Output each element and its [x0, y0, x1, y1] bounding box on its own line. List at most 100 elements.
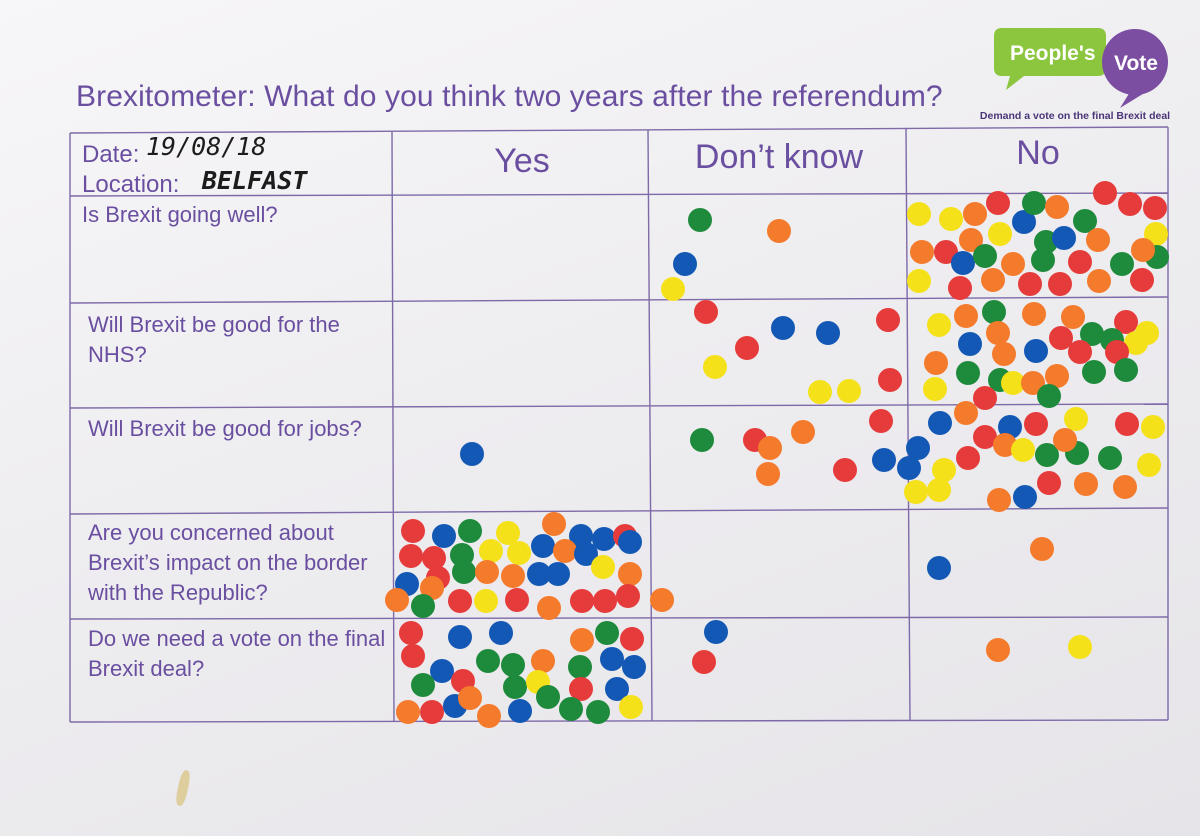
sticker-dot: [1074, 472, 1098, 496]
sticker-dot: [600, 647, 624, 671]
sticker-dot: [399, 544, 423, 568]
sticker-dot: [1011, 438, 1035, 462]
sticker-dot: [973, 386, 997, 410]
sticker-dot: [1098, 446, 1122, 470]
location-label: Location:: [82, 171, 180, 198]
sticker-dot: [460, 442, 484, 466]
column-dont-know: Don’t know: [694, 138, 864, 176]
sticker-dot: [411, 594, 435, 618]
sticker-dot: [973, 244, 997, 268]
sticker-dot: [1024, 339, 1048, 363]
sticker-dot: [1143, 196, 1167, 220]
sticker-dot: [537, 596, 561, 620]
sticker-dot: [981, 268, 1005, 292]
sticker-dot: [1113, 475, 1137, 499]
sticker-dot: [897, 456, 921, 480]
sticker-dot: [622, 655, 646, 679]
sticker-dot: [1141, 415, 1165, 439]
sticker-dot: [385, 588, 409, 612]
location-value: BELFAST: [202, 166, 308, 195]
sticker-dot: [927, 478, 951, 502]
sticker-dot: [448, 625, 472, 649]
sticker-dot: [568, 655, 592, 679]
sticker-dot: [620, 627, 644, 651]
sticker-dot: [1031, 248, 1055, 272]
question-3: Will Brexit be good for jobs?: [88, 416, 362, 441]
sticker-dot: [432, 524, 456, 548]
sticker-dot: [1068, 635, 1092, 659]
sticker-dot: [1061, 305, 1085, 329]
sticker-dot: [690, 428, 714, 452]
sticker-dot: [586, 700, 610, 724]
sticker-dot: [1024, 412, 1048, 436]
sticker-dot: [791, 420, 815, 444]
sticker-dot: [619, 695, 643, 719]
sticker-dot: [452, 560, 476, 584]
sticker-dot: [477, 704, 501, 728]
sticker-dot: [986, 638, 1010, 662]
question-4: Are you concerned about Brexit’s impact …: [88, 520, 368, 605]
sticker-dot: [1087, 269, 1111, 293]
sticker-dot: [618, 530, 642, 554]
sticker-dot: [1022, 191, 1046, 215]
sticker-dot: [923, 377, 947, 401]
sticker-dot: [1068, 340, 1092, 364]
sticker-dot: [476, 649, 500, 673]
sticker-dot: [401, 519, 425, 543]
sticker-dot: [458, 519, 482, 543]
sticker-dot: [988, 222, 1012, 246]
sticker-dot: [703, 355, 727, 379]
sticker-dot: [542, 512, 566, 536]
sticker-dot: [1110, 252, 1134, 276]
sticker-dot: [420, 700, 444, 724]
sticker-dot: [694, 300, 718, 324]
sticker-dot: [1114, 358, 1138, 382]
sticker-dot: [986, 321, 1010, 345]
sticker-dot: [536, 685, 560, 709]
sticker-dot: [501, 653, 525, 677]
sticker-dot: [396, 700, 420, 724]
question-5: Do we need a vote on the final Brexit de…: [88, 626, 386, 681]
column-yes: Yes: [494, 142, 550, 180]
date-value: 19/08/18: [146, 132, 267, 161]
sticker-dot: [618, 562, 642, 586]
sticker-dot: [956, 361, 980, 385]
sticker-dot: [430, 659, 454, 683]
sticker-dot: [954, 304, 978, 328]
sticker-dot: [1068, 250, 1092, 274]
sticker-dot: [878, 368, 902, 392]
sticker-dot: [650, 588, 674, 612]
sticker-dot: [1037, 384, 1061, 408]
sticker-dot: [939, 207, 963, 231]
sticker-dot: [1131, 238, 1155, 262]
sticker-dot: [756, 462, 780, 486]
sticker-dot: [872, 448, 896, 472]
date-label: Date:: [82, 141, 140, 168]
sticker-dot: [963, 202, 987, 226]
sticker-dot: [986, 191, 1010, 215]
sticker-dot: [954, 401, 978, 425]
sticker-dot: [553, 539, 577, 563]
question-2: Will Brexit be good for the NHS?: [88, 312, 340, 367]
sticker-dot: [808, 380, 832, 404]
sticker-dot: [1045, 195, 1069, 219]
sticker-dot: [771, 316, 795, 340]
question-1: Is Brexit going well?: [82, 202, 278, 227]
sticker-dot: [546, 562, 570, 586]
sticker-dot: [399, 621, 423, 645]
sticker-dot: [704, 620, 728, 644]
sticker-dot: [987, 488, 1011, 512]
sticker-dot: [1130, 268, 1154, 292]
logo-tagline: Demand a vote on the final Brexit deal: [979, 110, 1171, 122]
logo-line1: People's: [1010, 42, 1096, 65]
sticker-dot: [927, 313, 951, 337]
sticker-dot: [688, 208, 712, 232]
sticker-dot: [1018, 272, 1042, 296]
column-no: No: [1016, 134, 1060, 172]
sticker-dot: [1048, 272, 1072, 296]
sheet-title: Brexitometer: What do you think two year…: [76, 80, 943, 113]
sticker-dot: [837, 379, 861, 403]
sticker-dot: [458, 686, 482, 710]
